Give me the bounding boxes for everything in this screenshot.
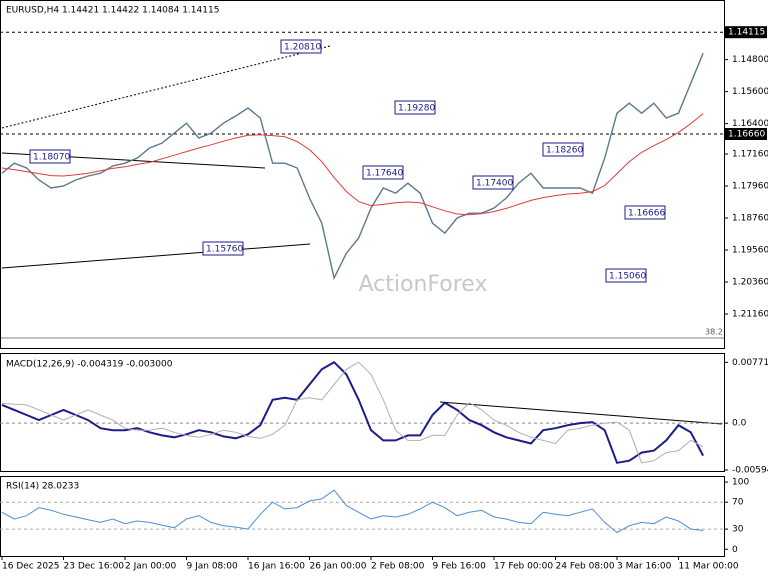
x-tick-label: 23 Dec 16:00 [64, 562, 125, 572]
level-tag [725, 26, 767, 39]
annotation-label: 1.19280 [398, 104, 435, 114]
y-tick-label: 0.007712 [732, 358, 768, 368]
y-tick-label: -0.005944 [732, 465, 768, 475]
annotation-label: 1.20810 [284, 43, 321, 53]
trend-line [439, 401, 723, 425]
series-line [1, 52, 704, 281]
level-tag [725, 128, 767, 140]
macd-panel [0, 353, 725, 472]
series-line [1, 360, 704, 464]
y-tick-label: 70 [732, 498, 744, 508]
x-tick-label: 3 Mar 16:00 [617, 562, 672, 572]
watermark: ActionForex [359, 272, 488, 297]
y-tick-label: 0.0 [732, 419, 747, 429]
series-line [1, 489, 704, 534]
annotation-box [624, 205, 666, 220]
rsi-title: RSI(14) 28.0233 [6, 482, 79, 492]
series-line [1, 361, 704, 464]
y-tick-label: 1.14800 [732, 55, 768, 65]
annotation-box [362, 165, 404, 180]
x-tick-label: 26 Jan 00:00 [310, 562, 367, 572]
x-tick-label: 16 Jan 16:00 [248, 562, 305, 572]
x-tick-label: 24 Feb 08:00 [556, 562, 615, 572]
y-tick-label: 30 [732, 525, 744, 535]
x-tick-label: 9 Feb 16:00 [433, 562, 487, 572]
annotation-box [542, 142, 584, 157]
x-tick-label: 9 Jan 08:00 [187, 562, 239, 572]
y-tick-label: 1.20360 [732, 278, 768, 288]
annotation-box [472, 175, 514, 190]
annotation-box [280, 39, 322, 54]
annotation-label: 1.16666 [628, 209, 665, 219]
x-tick-label: 11 Mar 00:00 [679, 562, 739, 572]
y-tick-label: 1.18760 [732, 214, 768, 224]
series-line [1, 113, 704, 216]
level-label: 1.16660 [728, 130, 765, 140]
annotation-box [394, 100, 436, 115]
annotation-label: 38.2 [705, 328, 723, 337]
y-tick-label: 1.16400 [732, 119, 768, 129]
annotation-label: 1.17640 [366, 169, 403, 179]
annotation-label: 1.18070 [33, 153, 70, 163]
trend-line [1, 45, 331, 129]
x-tick-label: 16 Dec 2025 [2, 562, 60, 572]
level-label: 1.14115 [728, 28, 765, 38]
y-tick-label: 1.13220 [732, 0, 768, 2]
annotation-box [202, 241, 244, 256]
annotation-label: 1.18260 [546, 146, 583, 156]
price-title: EURUSD,H4 1.14421 1.14422 1.14084 1.1411… [6, 6, 219, 16]
y-tick-label: 1.21160 [732, 310, 768, 320]
trend-line [1, 243, 311, 269]
rsi-panel [0, 476, 725, 557]
x-tick-label: 2 Jan 00:00 [125, 562, 177, 572]
annotation-label: 1.17400 [476, 179, 513, 189]
annotation-label: 1.15760 [206, 245, 243, 255]
annotation-box [29, 149, 71, 164]
y-tick-label: 100 [732, 478, 749, 488]
annotation-box [605, 268, 647, 283]
y-tick-label: 1.17960 [732, 182, 768, 192]
y-tick-label: 0 [732, 545, 738, 555]
y-tick-label: 1.15600 [732, 87, 768, 97]
x-tick-label: 17 Feb 00:00 [494, 562, 553, 572]
y-tick-label: 1.19560 [732, 246, 768, 256]
annotation-label: 1.15060 [609, 272, 646, 282]
y-tick-label: 1.17160 [732, 150, 768, 160]
macd-title: MACD(12,26,9) -0.004319 -0.003000 [6, 360, 173, 370]
x-tick-label: 2 Feb 08:00 [371, 562, 425, 572]
